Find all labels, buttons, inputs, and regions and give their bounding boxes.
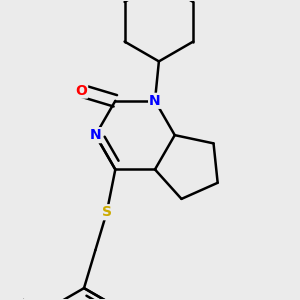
Text: S: S <box>102 205 112 219</box>
Text: N: N <box>149 94 161 108</box>
Text: N: N <box>90 128 101 142</box>
Text: O: O <box>75 84 87 98</box>
